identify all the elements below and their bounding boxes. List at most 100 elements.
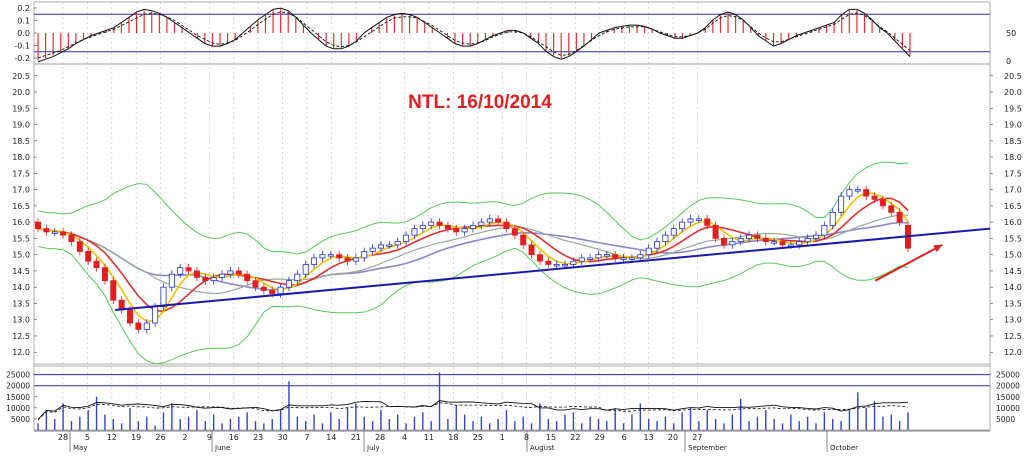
- x-tick-label: 26: [156, 433, 166, 442]
- candle-body: [311, 257, 318, 265]
- candle-body: [846, 189, 853, 197]
- candle-body: [469, 224, 476, 230]
- annotation-arrow-shaft: [874, 244, 943, 282]
- price-y-tick-label-right: 15.0: [1004, 251, 1022, 260]
- x-tick-label: 19: [131, 433, 141, 442]
- candle-body: [720, 237, 727, 246]
- vol-y-tick-label-right: 5000: [996, 415, 1015, 424]
- candle-body: [352, 257, 359, 262]
- candle-body: [285, 280, 292, 288]
- bollinger-upper: [37, 161, 909, 255]
- x-tick-label: 11: [424, 433, 434, 442]
- x-tick-label: 8: [524, 433, 529, 442]
- candle-body: [160, 286, 167, 308]
- price-y-tick-label-right: 16.0: [1004, 218, 1022, 227]
- price-y-tick-label-right: 14.0: [1004, 283, 1022, 292]
- candle-body: [863, 189, 870, 197]
- candle-body: [193, 270, 200, 278]
- candle-body: [419, 224, 426, 230]
- price-y-tick-label: 14.0: [12, 283, 30, 292]
- x-tick-label: 7: [304, 433, 309, 442]
- price-y-tick-label: 19.5: [12, 104, 30, 113]
- price-y-tick-label: 16.5: [12, 202, 30, 211]
- ma-20-line: [37, 214, 909, 295]
- candle-body: [101, 267, 108, 282]
- price-y-tick-label-right: 17.0: [1004, 186, 1022, 195]
- candle-body: [871, 195, 878, 200]
- vol-y-tick-label-right: 10000: [996, 404, 1020, 413]
- bollinger-lower: [37, 246, 909, 365]
- candle-body: [511, 228, 518, 236]
- candle-body: [821, 224, 828, 236]
- candle-body: [76, 241, 83, 252]
- candle-body: [336, 254, 343, 259]
- candle-body: [453, 228, 460, 233]
- candle-body: [603, 254, 610, 257]
- candle-body: [185, 267, 192, 272]
- osc-y-tick-label: -0.1: [14, 42, 30, 51]
- candle-body: [461, 228, 468, 233]
- candle-body: [428, 221, 435, 226]
- price-y-tick-label-right: 14.5: [1004, 267, 1022, 276]
- vol-y-tick-label: 25000: [6, 371, 30, 380]
- x-tick-label: 27: [692, 433, 702, 442]
- candle-body: [244, 273, 251, 282]
- candle-body: [235, 270, 242, 275]
- month-label: September: [688, 444, 727, 452]
- candle-body: [110, 280, 117, 301]
- candle-body: [35, 221, 42, 230]
- x-tick-label: 14: [326, 433, 336, 442]
- candle-body: [127, 309, 134, 324]
- price-y-tick-label: 13.0: [12, 316, 30, 325]
- candle-body: [394, 241, 401, 246]
- price-y-tick-label-right: 16.5: [1004, 202, 1022, 211]
- vol-y-tick-label: 20000: [6, 382, 30, 391]
- x-tick-label: 16: [229, 433, 239, 442]
- x-tick-label: 13: [644, 433, 654, 442]
- candle-body: [227, 270, 234, 275]
- candle-body: [879, 198, 886, 207]
- candle-body: [177, 267, 184, 275]
- support-trendline: [115, 227, 991, 311]
- ma-fast-line: [37, 192, 909, 323]
- candle-body: [135, 322, 142, 330]
- candle-body: [737, 237, 744, 243]
- price-y-tick-label: 18.5: [12, 137, 30, 146]
- price-y-tick-label: 14.5: [12, 267, 30, 276]
- x-tick-label: 15: [546, 433, 556, 442]
- candle-body: [93, 260, 100, 269]
- candle-body: [654, 241, 661, 249]
- x-tick-label: 6: [622, 433, 627, 442]
- osc-right-tick: 0: [1006, 57, 1011, 66]
- volume-ma-signal-line: [37, 402, 909, 421]
- candle-body: [503, 221, 510, 230]
- candle-body: [637, 254, 644, 259]
- price-y-tick-label: 17.5: [12, 169, 30, 178]
- x-tick-label: 12: [107, 433, 117, 442]
- candle-body: [545, 260, 552, 265]
- candle-body: [478, 221, 485, 226]
- price-y-tick-label-right: 12.0: [1004, 348, 1022, 357]
- price-y-tick-label-right: 20.0: [1004, 88, 1022, 97]
- ma-mid-line: [37, 197, 909, 313]
- candle-body: [210, 277, 217, 282]
- candle-body: [486, 218, 493, 223]
- candle-body: [536, 254, 543, 262]
- candle-body: [344, 257, 351, 262]
- candle-body: [729, 241, 736, 246]
- price-y-tick-label: 18.0: [12, 153, 30, 162]
- candle-body: [319, 254, 326, 259]
- price-y-tick-label: 12.0: [12, 348, 30, 357]
- volume-ma-line: [37, 400, 909, 420]
- candle-body: [595, 254, 602, 259]
- candle-body: [436, 221, 443, 226]
- candle-body: [687, 218, 694, 223]
- candle-body: [587, 257, 594, 260]
- x-tick-label: 23: [253, 433, 263, 442]
- x-tick-label: 2: [182, 433, 187, 442]
- price-y-tick-label: 20.0: [12, 88, 30, 97]
- candle-body: [277, 286, 284, 295]
- candle-body: [43, 228, 50, 233]
- month-label: October: [830, 444, 858, 452]
